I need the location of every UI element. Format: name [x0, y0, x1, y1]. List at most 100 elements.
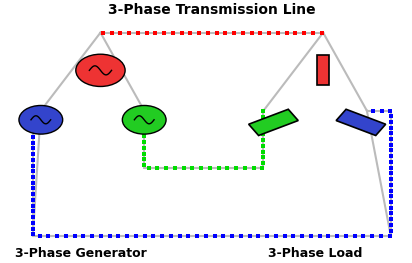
Point [30, 169, 36, 173]
Point [30, 198, 36, 202]
Point [154, 166, 161, 170]
Point [248, 31, 255, 35]
Point [141, 140, 147, 144]
Point [378, 109, 385, 113]
Point [30, 164, 36, 168]
Point [189, 166, 196, 170]
Point [387, 125, 394, 130]
Point [239, 31, 246, 35]
Point [141, 234, 148, 238]
Point [141, 134, 147, 139]
Point [224, 166, 231, 170]
Point [30, 186, 36, 191]
Point [387, 114, 394, 118]
Point [351, 234, 358, 238]
Point [387, 166, 394, 170]
Point [176, 234, 183, 238]
Point [274, 31, 281, 35]
Point [281, 234, 288, 238]
Point [387, 194, 394, 198]
Point [141, 129, 147, 133]
Point [260, 132, 267, 136]
Point [30, 204, 36, 208]
Point [30, 181, 36, 185]
Point [141, 123, 147, 127]
Point [387, 211, 394, 216]
Point [178, 31, 185, 35]
Point [30, 129, 36, 133]
Point [211, 234, 218, 238]
Point [89, 234, 96, 238]
Point [126, 31, 132, 35]
Point [133, 234, 139, 238]
Point [80, 234, 87, 238]
Point [250, 166, 257, 170]
Point [292, 31, 299, 35]
Point [241, 166, 248, 170]
Point [108, 31, 115, 35]
Point [264, 234, 270, 238]
Text: 3-Phase Generator: 3-Phase Generator [15, 247, 146, 260]
Point [229, 234, 235, 238]
Point [222, 31, 229, 35]
Point [260, 149, 267, 154]
Bar [317, 55, 330, 85]
Polygon shape [249, 109, 298, 135]
Point [318, 31, 325, 35]
Point [301, 31, 307, 35]
Circle shape [122, 105, 166, 134]
Point [316, 234, 323, 238]
Point [171, 166, 178, 170]
Point [198, 166, 204, 170]
Point [117, 31, 124, 35]
Point [30, 175, 36, 179]
Point [342, 234, 349, 238]
Circle shape [19, 105, 63, 134]
Point [387, 183, 394, 187]
Point [141, 163, 147, 167]
Point [206, 166, 213, 170]
Point [54, 234, 61, 238]
Point [387, 189, 394, 193]
Point [260, 115, 267, 119]
Point [30, 118, 36, 122]
Point [257, 31, 264, 35]
Point [63, 234, 69, 238]
Point [220, 234, 227, 238]
Point [194, 234, 200, 238]
Point [387, 137, 394, 141]
Point [238, 234, 244, 238]
Point [260, 144, 267, 148]
Point [360, 234, 367, 238]
Point [30, 146, 36, 150]
Point [299, 234, 305, 238]
Point [260, 138, 267, 142]
Point [272, 234, 279, 238]
Point [260, 161, 267, 165]
Point [168, 234, 174, 238]
Text: 3-Phase Transmission Line: 3-Phase Transmission Line [108, 3, 316, 17]
Point [309, 31, 316, 35]
Point [145, 166, 152, 170]
Point [307, 234, 314, 238]
Point [152, 31, 159, 35]
Point [260, 127, 267, 131]
Point [387, 200, 394, 204]
Point [124, 234, 131, 238]
Text: 3-Phase Load: 3-Phase Load [268, 247, 363, 260]
Point [30, 226, 36, 231]
Point [215, 166, 222, 170]
Point [259, 166, 266, 170]
Point [141, 157, 147, 161]
Point [387, 120, 394, 124]
Point [71, 234, 78, 238]
Point [150, 234, 157, 238]
Point [30, 192, 36, 196]
Point [334, 234, 340, 238]
Point [98, 234, 104, 238]
Point [30, 152, 36, 156]
Point [255, 234, 262, 238]
Point [169, 31, 176, 35]
Point [30, 221, 36, 225]
Point [143, 31, 150, 35]
